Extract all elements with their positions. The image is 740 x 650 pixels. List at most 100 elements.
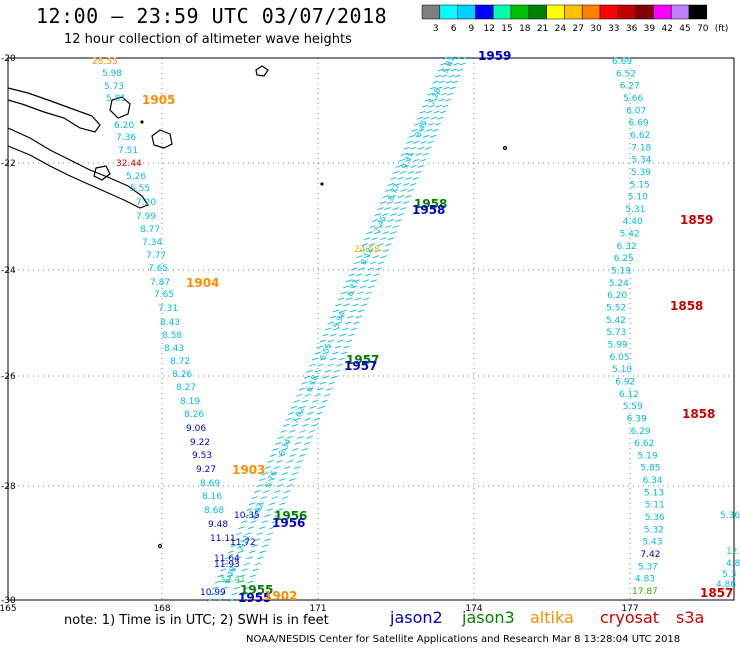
track-tick	[423, 134, 430, 138]
colorbar-tick-label: 24	[555, 24, 567, 34]
track-tick	[212, 586, 219, 590]
track-tick	[332, 327, 340, 331]
track-tick	[260, 496, 267, 500]
track-tick	[374, 231, 381, 235]
track-tick	[385, 225, 392, 229]
pass-time-label: 1959	[478, 49, 511, 63]
track-tick	[232, 562, 239, 566]
track-tick	[251, 544, 258, 548]
track-tick	[316, 345, 324, 349]
track-left-value: 7.51	[118, 146, 138, 156]
track-tick	[361, 243, 368, 247]
track-tick	[360, 303, 368, 307]
track-tick	[403, 146, 410, 150]
track-right-value: 5.32	[644, 525, 664, 535]
track-tick	[411, 128, 418, 132]
track-right-value: 5.85	[640, 464, 660, 474]
colorbar-tick-label: 70	[697, 24, 709, 34]
track-right-value: 5.66	[623, 94, 643, 104]
track-tick	[257, 556, 264, 560]
coast-islet-e	[502, 145, 508, 151]
track-tick	[279, 478, 286, 481]
track-center-highlight: 24.58	[354, 245, 380, 255]
track-tick	[437, 68, 444, 72]
lat-tick-label: -24	[1, 266, 16, 276]
track-right-value: 6.62	[630, 131, 650, 141]
pass-time-label: 1857	[700, 586, 733, 600]
track-tick	[451, 80, 459, 84]
track-right-value: 5.42	[620, 230, 640, 240]
track-tick	[354, 297, 362, 301]
track-right-value: 5.34	[631, 156, 651, 166]
track-tick	[355, 315, 363, 319]
track-tick	[343, 285, 350, 289]
track-tick	[382, 195, 389, 198]
track-tick	[316, 411, 323, 415]
track-tick	[281, 496, 289, 500]
track-tick	[427, 92, 434, 96]
track-tick	[240, 544, 247, 548]
track-tick	[252, 568, 259, 572]
track-tick	[352, 303, 359, 307]
track-tick	[446, 62, 453, 66]
track-tick	[442, 104, 449, 108]
track-tick	[254, 490, 261, 494]
colorbar-tick-label: 6	[451, 24, 457, 34]
colorbar-swatch	[653, 4, 672, 20]
track-center-value: 5.76	[263, 469, 278, 489]
track-tick	[312, 375, 319, 379]
track-left-value: 7.20	[136, 198, 156, 208]
track-right-value: 6.20	[607, 291, 627, 301]
track-left-value: 10.35	[234, 511, 260, 521]
track-left-value: 5.98	[102, 69, 122, 79]
coast-islet-d	[255, 65, 269, 77]
track-tick	[382, 231, 389, 235]
coast-islet-a	[109, 96, 131, 119]
track-tick	[351, 267, 358, 271]
track-tick	[254, 562, 261, 566]
track-left-value: 7.99	[136, 212, 156, 222]
track-tick	[324, 327, 332, 331]
track-left-value: 9.48	[208, 520, 228, 530]
track-right-value: 5.31	[625, 205, 645, 215]
track-tick	[358, 267, 365, 271]
track-left-values: 28.55 5.98 5.73 5.81 6.20 7.36 7.51 32.44 5.26 5.…	[92, 57, 260, 598]
track-tick	[289, 478, 296, 481]
track-tick	[289, 454, 296, 457]
track-right-value: 4.40	[623, 217, 643, 227]
track-tick	[365, 291, 372, 295]
track-tick	[238, 574, 246, 578]
track-tick	[415, 134, 422, 138]
track-tick	[374, 213, 381, 217]
track-right-value: 6.34	[643, 476, 663, 486]
pass-time-label: 1903	[232, 463, 265, 477]
track-right-value: 5.24	[609, 279, 629, 289]
track-tick	[419, 110, 426, 114]
track-tick	[419, 158, 427, 162]
lat-tick-label: -28	[1, 482, 16, 492]
track-tick	[276, 460, 283, 463]
track-tick	[266, 508, 273, 512]
track-tick	[241, 568, 248, 572]
track-tick	[282, 423, 290, 427]
track-tick	[332, 309, 340, 313]
legend-altika: altika	[530, 608, 574, 627]
track-tick	[274, 514, 281, 518]
colorbar-swatch	[564, 4, 583, 20]
track-tick	[326, 387, 333, 391]
track-left-value: 28.55	[92, 57, 118, 67]
coast-islet-c	[93, 165, 111, 181]
track-tick	[236, 580, 243, 584]
track-tick	[259, 526, 266, 530]
track-tick	[398, 158, 405, 162]
track-tick	[301, 448, 308, 451]
lat-lon-grid	[8, 58, 734, 600]
track-tick	[344, 321, 352, 325]
track-tick	[286, 460, 294, 463]
track-tick	[319, 357, 327, 361]
track-tick	[414, 122, 421, 126]
track-left-value: 11.64	[214, 554, 240, 564]
track-tick	[448, 56, 456, 60]
track-tick	[343, 303, 350, 307]
pass-time-label: 1858	[682, 407, 715, 421]
